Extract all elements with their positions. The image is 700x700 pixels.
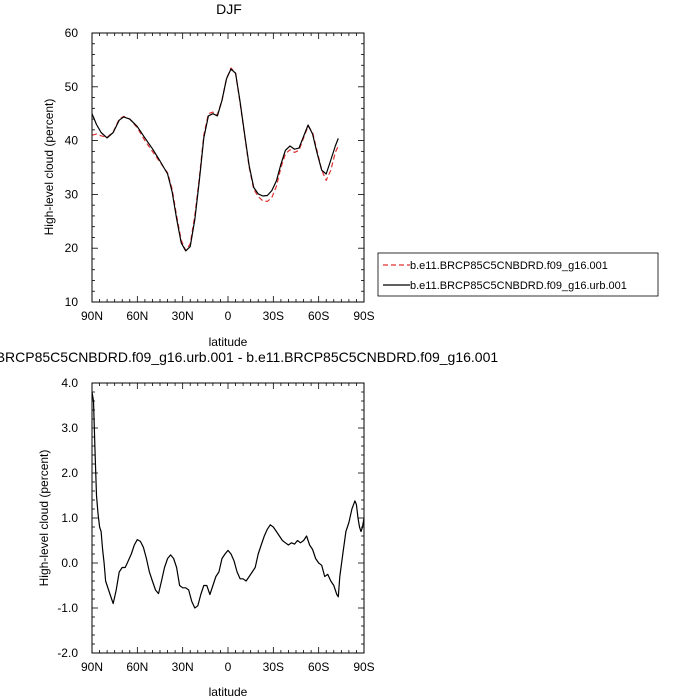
top-x-tick-label: 30S [263,309,284,323]
bottom-y-tick-label: 4.0 [61,376,78,390]
top-series-line-1 [91,68,339,252]
top-y-tick-label: 60 [65,26,79,40]
top-ticks: 90N 60N 30N 0 30S 60S 90S 10 20 30 40 50 60 [65,26,375,323]
top-x-tick-label: 60S [308,309,329,323]
top-x-tick-label: 90N [81,309,103,323]
bottom-y-tick-label: 3.0 [61,421,78,435]
bottom-ticks: 90N 60N 30N 0 30S 60S 90S -2.0 -1.0 0.0 1.0 2.0 3.0 4… [57,376,374,674]
bottom-x-tick-label: 0 [225,660,232,674]
top-series-line-0 [91,67,339,251]
top-y-tick-label: 40 [65,134,79,148]
top-x-tick-label: 60N [126,309,148,323]
bottom-x-tick-label: 60S [308,660,329,674]
legend: b.e11.BRCP85C5CNBDRD.f09_g16.001 b.e11.B… [377,252,659,297]
bottom-x-axis-label: latitude [209,685,248,699]
bottom-plot-frame [91,382,365,654]
bottom-y-axis-label: High-level cloud (percent) [37,450,51,587]
bottom-x-tick-label: 90S [353,660,374,674]
legend-box [377,252,659,297]
legend-label-base: b.e11.BRCP85C5CNBDRD.f09_g16.001 [410,260,608,272]
bottom-series [91,391,365,609]
bottom-y-tick-label: -1.0 [57,601,78,615]
top-plot-frame [91,32,365,303]
bottom-y-tick-label: 2.0 [61,466,78,480]
bottom-y-tick-label: 0.0 [61,556,78,570]
bottom-y-tick-label: -2.0 [57,646,78,660]
panel-bottom: b.e11.BRCP85C5CNBDRD.f09_g16.urb.001 - b… [0,349,498,699]
panel-top: DJF 90N 60N 30N 0 30S 60S 90S 10 20 30 40 50 60 lati… [42,1,659,349]
top-y-tick-label: 20 [65,241,79,255]
top-x-tick-label: 0 [225,309,232,323]
bottom-y-tick-label: 1.0 [61,511,78,525]
bottom-x-tick-label: 90N [81,660,103,674]
top-chart-title: DJF [216,1,242,17]
bottom-chart-title: b.e11.BRCP85C5CNBDRD.f09_g16.urb.001 - b… [0,349,498,365]
top-x-tick-label: 30N [172,309,194,323]
bottom-x-tick-label: 60N [126,660,148,674]
top-series [91,67,339,252]
bottom-x-tick-label: 30S [263,660,284,674]
top-y-tick-label: 30 [65,187,79,201]
top-x-axis-label: latitude [209,335,248,349]
top-y-axis-label: High-level cloud (percent) [42,99,56,236]
top-y-tick-label: 10 [65,295,79,309]
legend-label-urb: b.e11.BRCP85C5CNBDRD.f09_g16.urb.001 [410,280,627,292]
bottom-series-line-0 [91,391,365,609]
top-y-tick-label: 50 [65,80,79,94]
top-x-tick-label: 90S [353,309,374,323]
bottom-x-tick-label: 30N [172,660,194,674]
